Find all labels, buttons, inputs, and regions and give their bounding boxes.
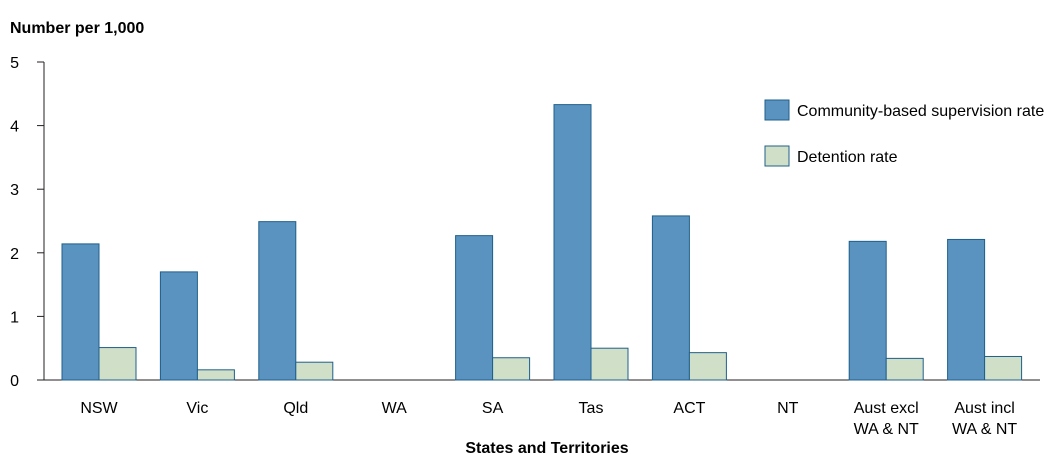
- bar-detention: [885, 357, 924, 381]
- legend-swatch-community: [764, 99, 790, 121]
- x-tick-label: WA & NT: [952, 421, 1017, 438]
- bar-detention: [492, 357, 531, 381]
- bar-detention: [984, 355, 1023, 381]
- bar-detention: [295, 361, 334, 381]
- x-tick-label: Qld: [283, 400, 308, 417]
- legend-label-community: Community-based supervision rate: [797, 103, 1044, 120]
- x-tick-label: WA: [382, 400, 408, 417]
- x-tick-label: NSW: [80, 400, 118, 417]
- bar-detention: [98, 347, 137, 381]
- x-tick-label: WA & NT: [854, 421, 919, 438]
- x-tick-label: Aust incl: [954, 400, 1014, 417]
- y-axis-title: Number per 1,000: [10, 20, 144, 37]
- x-axis-title: States and Territories: [465, 440, 628, 457]
- x-axis: NSW Vic Qld WA SA Tas ACT NT Aust excl WA & NT Aus…: [44, 379, 1040, 438]
- x-tick-label: Vic: [186, 400, 208, 417]
- y-tick-label: 5: [10, 55, 19, 72]
- bar-detention: [196, 369, 235, 381]
- y-axis: 0 1 2 3 4 5: [10, 55, 45, 390]
- bar-community-supervision: [61, 243, 100, 381]
- x-tick-label: Tas: [579, 400, 604, 417]
- x-tick-label: NT: [777, 400, 799, 417]
- bar-community-supervision: [159, 271, 198, 381]
- bar-detention: [590, 347, 629, 381]
- bar-community-supervision: [553, 104, 592, 381]
- legend-label-detention: Detention rate: [797, 149, 898, 166]
- bars: [61, 104, 1023, 381]
- y-tick-label: 2: [10, 246, 19, 263]
- y-tick-label: 1: [10, 309, 19, 326]
- x-tick-label: SA: [482, 400, 504, 417]
- bar-community-supervision: [848, 240, 887, 381]
- x-tick-label: Aust excl: [854, 400, 919, 417]
- bar-community-supervision: [651, 215, 690, 381]
- legend-swatch-detention: [764, 145, 790, 167]
- bar-community-supervision: [455, 235, 494, 381]
- bar-detention: [688, 352, 727, 381]
- y-tick-label: 4: [10, 119, 19, 136]
- legend: Community-based supervision rate Detentio…: [764, 99, 1044, 167]
- bar-community-supervision: [258, 221, 297, 381]
- x-tick-label: ACT: [673, 400, 705, 417]
- bar-community-supervision: [947, 238, 986, 381]
- y-tick-label: 0: [10, 373, 19, 390]
- y-tick-label: 3: [10, 182, 19, 199]
